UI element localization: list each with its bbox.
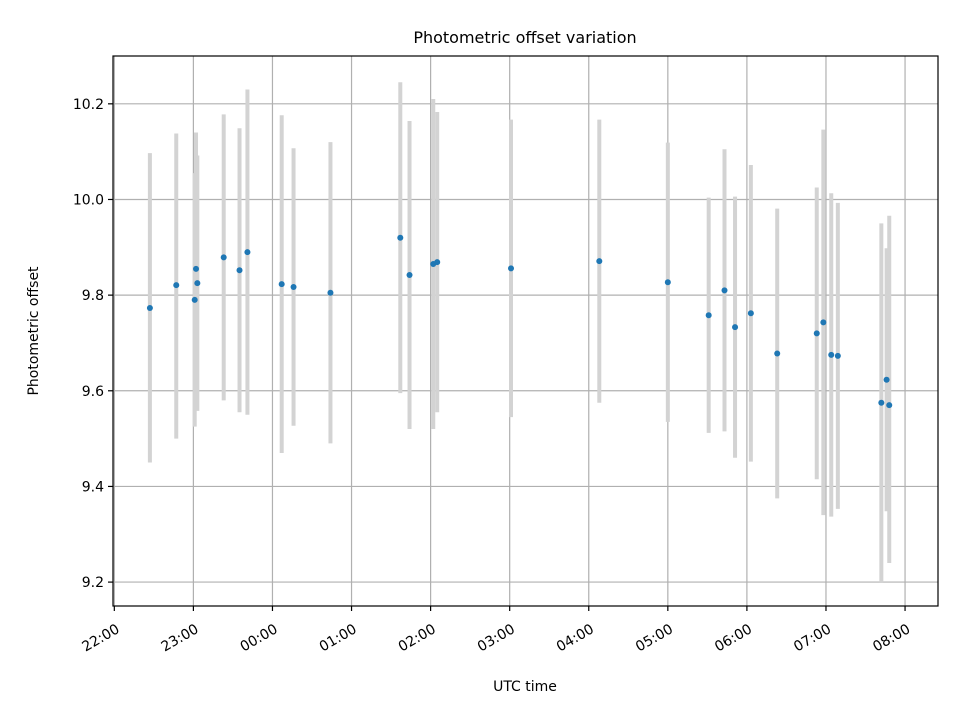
- x-tick-label: 08:00: [870, 621, 913, 655]
- data-point: [721, 287, 728, 294]
- data-point: [397, 234, 404, 241]
- error-bars: [147, 82, 892, 583]
- data-point: [290, 284, 297, 290]
- data-point: [705, 312, 712, 319]
- data-point: [747, 310, 754, 317]
- y-tick-label: 9.4: [82, 479, 104, 495]
- data-points: [146, 234, 893, 409]
- data-point: [173, 282, 180, 289]
- data-point: [508, 265, 515, 272]
- x-tick-label: 03:00: [475, 621, 518, 655]
- data-point: [193, 265, 200, 272]
- data-point: [191, 296, 198, 303]
- data-point: [220, 254, 227, 261]
- data-point: [732, 324, 739, 331]
- data-point: [883, 376, 890, 383]
- y-tick-label: 10.2: [73, 97, 104, 113]
- x-tick-label: 22:00: [80, 621, 123, 655]
- data-point: [327, 289, 334, 296]
- x-axis-label: UTC time: [493, 679, 557, 695]
- y-axis-label: Photometric offset: [26, 266, 42, 396]
- x-tick-label: 04:00: [554, 621, 597, 655]
- x-tick-label: 01:00: [317, 621, 360, 655]
- data-point: [878, 399, 885, 406]
- plot-frame: [112, 55, 939, 607]
- x-tick-label: 07:00: [791, 621, 834, 655]
- data-point: [146, 305, 153, 312]
- x-tick-label: 02:00: [396, 621, 439, 655]
- grid-lines: [113, 56, 938, 606]
- y-tick-label: 10.0: [73, 192, 104, 208]
- data-point: [828, 351, 835, 358]
- data-point: [886, 402, 893, 409]
- data-point: [820, 319, 827, 326]
- chart-title: Photometric offset variation: [413, 28, 636, 47]
- y-tick-label: 9.6: [82, 384, 104, 400]
- data-point: [664, 279, 671, 286]
- y-axis-ticks: 9.2 9.4 9.6 9.8 10.0 10.2: [73, 97, 113, 591]
- y-tick-label: 9.8: [82, 288, 104, 304]
- x-tick-label: 06:00: [712, 621, 755, 655]
- data-point: [834, 352, 841, 359]
- data-point: [278, 281, 285, 288]
- x-tick-label: 23:00: [159, 621, 202, 655]
- y-tick-label: 9.2: [82, 575, 104, 591]
- data-point: [244, 249, 251, 256]
- data-point: [236, 267, 243, 274]
- x-tick-label: 05:00: [633, 621, 676, 655]
- x-axis-ticks: 22:00 23:00 00:00 01:00 02:00 03:00 04:00 05:00…: [80, 606, 913, 655]
- data-point: [596, 258, 603, 265]
- data-point: [813, 330, 820, 337]
- data-point: [774, 350, 781, 357]
- x-tick-label: 00:00: [238, 621, 281, 655]
- data-point: [434, 259, 441, 266]
- data-point: [194, 280, 201, 287]
- data-point: [406, 272, 413, 279]
